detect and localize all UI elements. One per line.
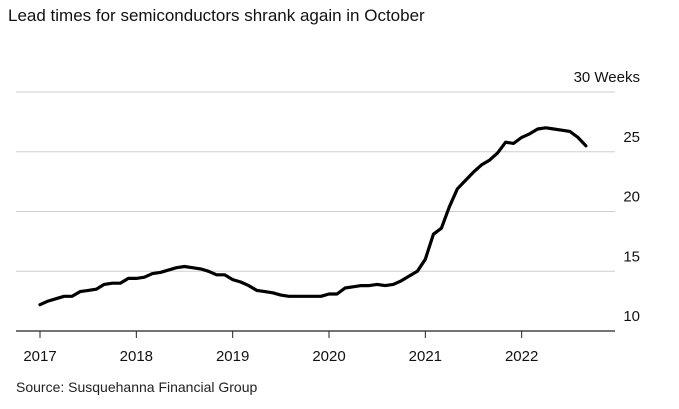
- x-tick-label: 2020: [312, 348, 345, 365]
- x-tick-label: 2018: [120, 348, 153, 365]
- x-tick-label: 2022: [505, 348, 538, 365]
- x-tick-label: 2019: [216, 348, 249, 365]
- grid-layer: [16, 91, 615, 332]
- x-tick-labels: 2017 2018 2019 2020 2021 2022: [23, 331, 538, 365]
- y-tick-label: 10: [623, 308, 640, 325]
- y-tick-label: 15: [623, 248, 640, 265]
- x-tick-label: 2021: [409, 348, 442, 365]
- y-tick-labels: 10 15 20 25 30 Weeks: [574, 69, 640, 325]
- y-tick-label: 30 Weeks: [574, 69, 640, 86]
- series-line: [38, 126, 588, 307]
- source-note: Source: Susquehanna Financial Group: [16, 379, 258, 395]
- series-layer: [38, 126, 588, 307]
- chart-title: Lead times for semiconductors shrank aga…: [8, 6, 425, 25]
- y-tick-label: 25: [623, 129, 640, 146]
- x-tick-label: 2017: [23, 348, 56, 365]
- y-tick-label: 20: [623, 189, 640, 206]
